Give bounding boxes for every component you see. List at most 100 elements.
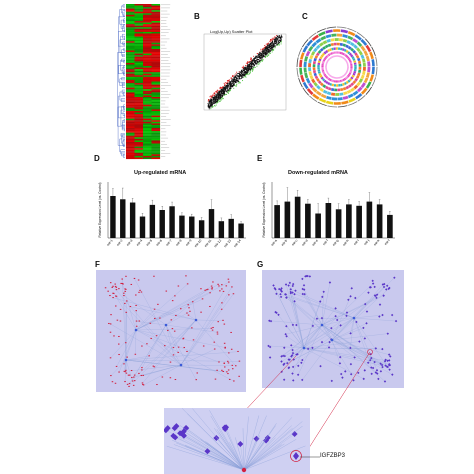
network-node [345, 314, 348, 318]
network-node [330, 379, 334, 383]
circos-segment [327, 48, 331, 53]
scatter-point [261, 51, 263, 53]
scatter-point [245, 71, 247, 73]
network-node [238, 375, 240, 377]
network-node [353, 356, 356, 359]
heatmap-cell [151, 8, 161, 11]
heatmap-cell [134, 10, 144, 12]
scatter-point [254, 56, 256, 58]
heatmap-cell [134, 55, 144, 57]
circos-segment [321, 52, 326, 56]
circos-segment [354, 52, 358, 56]
circos-segment [350, 47, 355, 52]
heatmap-cell [126, 120, 135, 122]
network-edge [136, 321, 167, 326]
circos-segment [322, 46, 326, 50]
x-tick-label: mir-12 [213, 238, 222, 248]
heatmap-cell [126, 84, 135, 87]
circos-segment [305, 77, 311, 84]
highlight-circle [367, 349, 373, 355]
heatmap-cell [134, 69, 144, 71]
heatmap-cell [143, 45, 152, 48]
network-edge [122, 279, 127, 361]
network-node [293, 300, 296, 303]
scatter-point [242, 76, 244, 78]
zoom-edge [243, 439, 297, 471]
network-node [135, 325, 138, 327]
scatter-point [250, 61, 252, 63]
scatter-point [272, 41, 274, 43]
network-node [227, 362, 230, 364]
bar [335, 209, 342, 238]
network-node [370, 372, 373, 376]
circos-segment [322, 72, 326, 75]
network-edge [183, 434, 245, 471]
network-node [113, 292, 115, 294]
scatter-point [243, 70, 245, 72]
scatter-point [213, 92, 215, 94]
scatter-point [227, 92, 229, 94]
x-tick-label: mir-4 [136, 238, 144, 246]
circos-segment [316, 78, 320, 82]
circos-segment [345, 59, 347, 62]
circos-segment [327, 105, 338, 108]
scatter-point [260, 57, 262, 59]
network-node [284, 333, 287, 336]
network-node [204, 448, 211, 455]
network-edge [288, 285, 305, 349]
circos-segment [361, 58, 366, 63]
heatmap-cell [134, 27, 144, 29]
network-node [371, 282, 375, 285]
heatmap-cell [151, 92, 161, 94]
heatmap-cell [143, 14, 152, 17]
network-node [230, 348, 233, 350]
network-node [191, 327, 193, 329]
scatter-point [258, 63, 260, 65]
network-edge [331, 339, 341, 364]
heatmap-cell [134, 56, 144, 59]
network-node [227, 278, 230, 280]
scatter-point [223, 92, 225, 94]
circos-segment [325, 55, 328, 59]
network-hub [134, 328, 138, 332]
network-node [365, 322, 368, 325]
network-edge [321, 324, 388, 367]
network-node [263, 437, 270, 444]
heatmap-cell [126, 53, 135, 56]
scatter-point [264, 50, 266, 52]
heatmap-cell [126, 69, 135, 71]
scatter-point [251, 63, 253, 65]
network-node [126, 356, 128, 358]
network-node [287, 358, 290, 361]
x-tick-label: mir-e [311, 238, 319, 246]
zoom-edge [243, 428, 293, 471]
heatmap-cell [151, 78, 161, 81]
network-node [355, 320, 358, 324]
network-node [140, 374, 143, 377]
network-edge [288, 317, 355, 360]
circos-segment [360, 54, 365, 60]
heatmap-cell [134, 28, 144, 31]
bar [228, 218, 234, 238]
heatmap-cell [134, 152, 144, 155]
heatmap-cell [143, 83, 152, 85]
circos-segment [326, 54, 330, 58]
network-node [133, 376, 135, 378]
circos-segment [340, 87, 344, 92]
circos-segment [348, 52, 352, 56]
scatter-point [231, 84, 233, 86]
heatmap-cell [143, 72, 152, 74]
scatter-point [237, 75, 240, 77]
network-node [292, 379, 295, 382]
network-node [295, 323, 298, 327]
network-node [112, 297, 114, 299]
circos-segment [330, 56, 332, 59]
circos-segment [356, 41, 363, 48]
circos-segment [365, 72, 370, 78]
network-node [281, 354, 285, 358]
scatter-point [251, 60, 254, 62]
heatmap-cell [151, 36, 161, 39]
zoom-edge [206, 442, 245, 471]
scatter-point [227, 91, 229, 93]
scatter-point [212, 95, 214, 97]
